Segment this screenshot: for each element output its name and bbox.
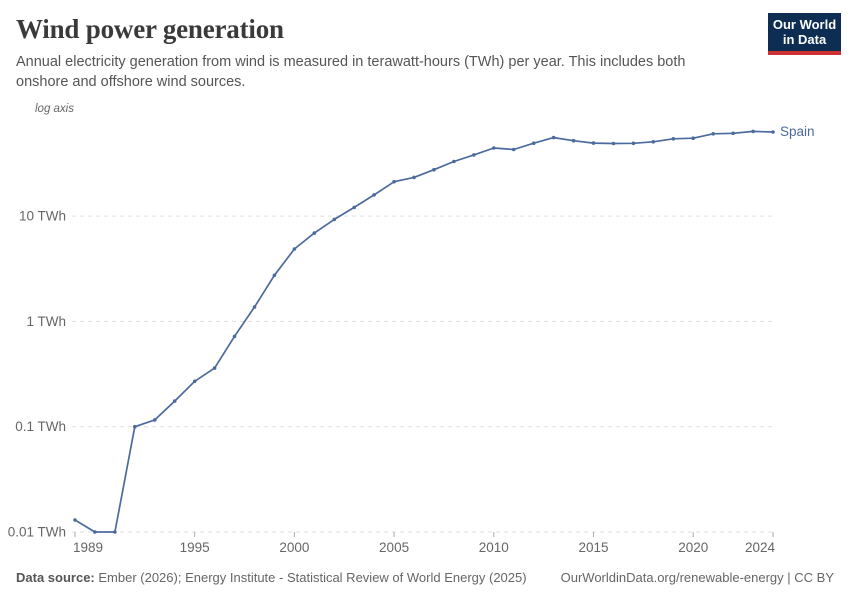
data-point: [631, 141, 636, 146]
data-point: [651, 140, 656, 144]
data-point: [372, 193, 376, 197]
data-point: [551, 135, 556, 140]
data-point: [212, 366, 217, 370]
data-point: [671, 137, 676, 141]
data-point: [452, 159, 456, 164]
data-point: [93, 530, 97, 534]
data-point: [153, 418, 157, 422]
data-point: [113, 530, 117, 534]
data-point: [571, 138, 576, 143]
x-tick-label: 1989: [73, 540, 103, 555]
x-tick-label: 2005: [379, 540, 409, 555]
credit-link[interactable]: OurWorldinData.org/renewable-energy | CC…: [560, 570, 834, 585]
chart-subtitle: Annual electricity generation from wind …: [16, 54, 686, 91]
data-point: [492, 146, 496, 150]
data-point: [133, 424, 137, 429]
y-tick-label: 10 TWh: [19, 209, 66, 224]
data-source-label: Data source:: [16, 570, 95, 585]
data-point: [352, 205, 357, 210]
data-point: [172, 399, 177, 403]
data-point: [711, 132, 715, 136]
y-tick-label: 1 TWh: [26, 314, 66, 329]
data-point: [751, 129, 755, 134]
x-tick-label: 2000: [279, 540, 309, 555]
y-tick-label: 0.01 TWh: [8, 525, 66, 540]
data-point: [252, 305, 257, 309]
x-tick-label: 1995: [180, 540, 210, 555]
data-point: [292, 247, 297, 251]
data-point: [771, 130, 775, 134]
data-point: [392, 179, 396, 184]
owid-logo-line1: Our World: [772, 17, 837, 32]
owid-logo-line2: in Data: [782, 32, 827, 47]
data-point: [511, 147, 516, 152]
data-point: [232, 334, 237, 339]
data-point: [691, 136, 695, 140]
data-point: [591, 141, 596, 145]
owid-logo[interactable]: Our World in Data: [768, 13, 841, 55]
data-point: [611, 141, 616, 146]
data-point: [531, 141, 536, 145]
data-point: [731, 131, 735, 136]
log-axis-note: log axis: [35, 103, 74, 115]
data-line: [74, 130, 774, 533]
x-tick-label: 2015: [578, 540, 608, 555]
data-point: [272, 273, 277, 278]
data-point: [332, 217, 337, 222]
data-source: Data source: Ember (2026); Energy Instit…: [16, 570, 527, 585]
x-tick-label: 2010: [479, 540, 509, 555]
data-point: [472, 153, 476, 157]
series-label-spain[interactable]: Spain: [780, 124, 815, 139]
data-point: [312, 231, 317, 235]
y-tick-label: 0.1 TWh: [15, 419, 66, 434]
data-point: [73, 518, 77, 522]
page-title: Wind power generation: [16, 14, 284, 44]
x-tick-label: 2024: [745, 540, 776, 555]
data-point: [192, 379, 197, 384]
data-source-text: Ember (2026); Energy Institute - Statist…: [94, 570, 527, 585]
x-tick-label: 2020: [678, 540, 708, 555]
data-point: [412, 175, 416, 180]
data-point: [432, 167, 436, 172]
